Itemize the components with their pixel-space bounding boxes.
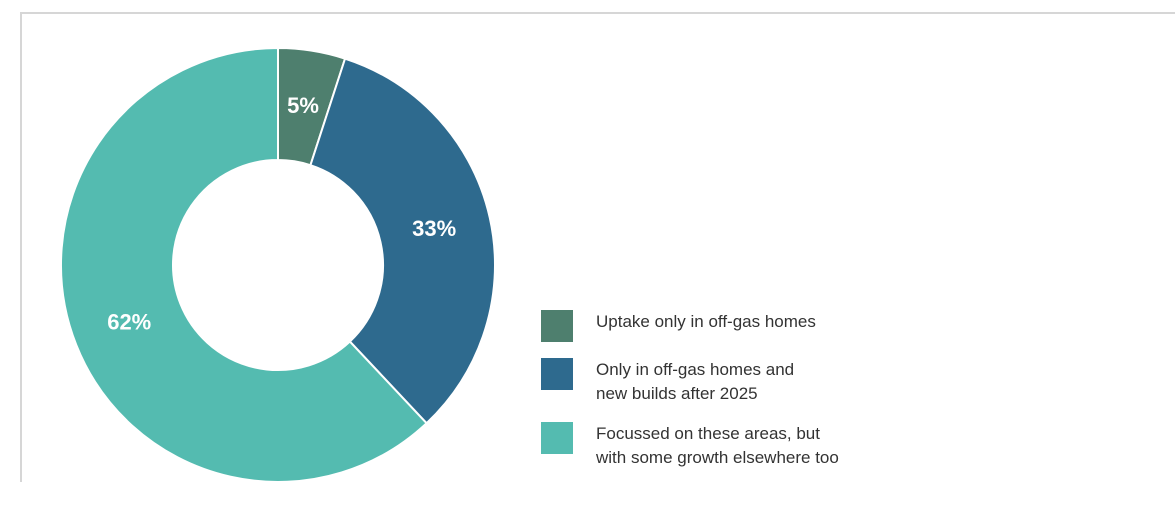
legend-swatch	[541, 358, 573, 390]
frame-border	[20, 12, 22, 482]
legend-label: Uptake only in off-gas homes	[596, 312, 816, 331]
legend-item: Uptake only in off-gas homes	[541, 310, 839, 342]
legend-item: Focussed on these areas, but with some g…	[541, 422, 839, 470]
legend-label: Only in off-gas homes and new builds aft…	[596, 360, 795, 403]
legend-item: Only in off-gas homes and new builds aft…	[541, 358, 839, 406]
frame-border	[20, 12, 1175, 14]
donut-slice	[309, 57, 496, 425]
donut-slice	[60, 46, 428, 483]
legend-label: Focussed on these areas, but with some g…	[596, 424, 839, 467]
legend: Uptake only in off-gas homes Only in off-…	[541, 310, 839, 486]
data-label: 33%	[412, 216, 456, 241]
data-label: 62%	[107, 310, 151, 335]
legend-swatch	[541, 422, 573, 454]
data-label: 5%	[287, 93, 319, 118]
legend-swatch	[541, 310, 573, 342]
